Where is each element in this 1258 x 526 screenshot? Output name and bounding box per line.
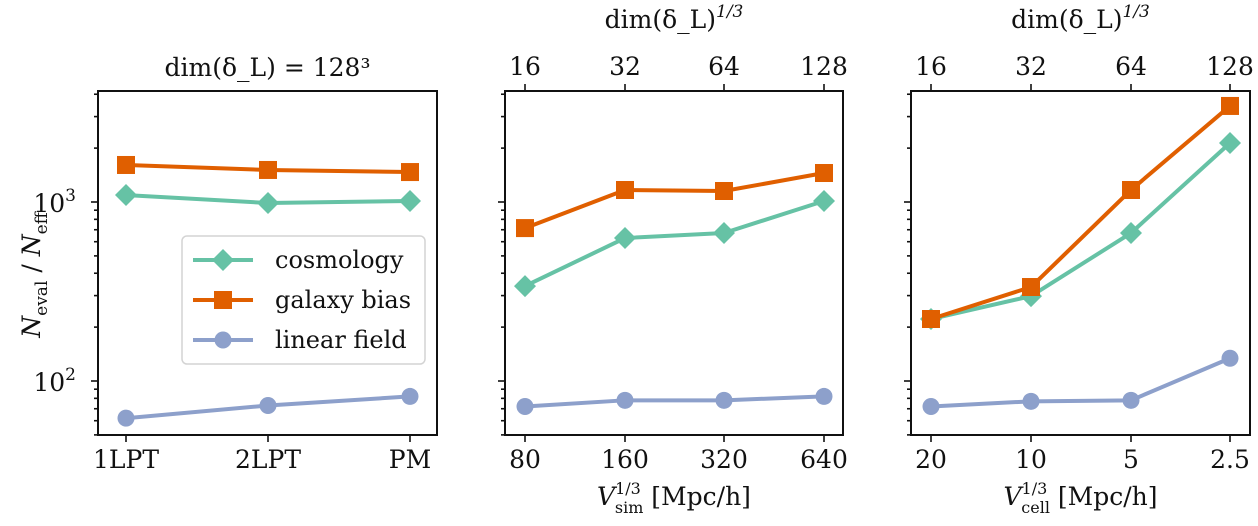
data-point-square <box>922 310 940 329</box>
data-point-square <box>1122 180 1140 199</box>
top-x-tick-label: 32 <box>609 52 641 81</box>
data-point-circle <box>1221 349 1239 367</box>
data-point-diamond <box>399 189 421 212</box>
top-x-tick-label: 64 <box>1115 52 1147 81</box>
plot-frame <box>504 90 844 436</box>
top-axis-title: dim(δ_L)1/3 <box>605 2 744 34</box>
data-point-circle <box>1022 392 1040 410</box>
data-point-square <box>516 219 534 238</box>
top-x-tick-label: 32 <box>1015 52 1047 81</box>
data-point-diamond <box>813 189 835 212</box>
x-tick-label: 20 <box>915 445 947 474</box>
data-point-square <box>401 163 419 182</box>
series-cosmology <box>920 132 1241 331</box>
x-axis-title: V1/3 sim [Mpc/h] <box>597 479 751 517</box>
y-axis-title: Neval / Neff <box>17 210 52 338</box>
series-galaxy-bias <box>922 96 1239 329</box>
legend: cosmology galaxy bias linear field <box>181 235 426 365</box>
x-tick-label: 5 <box>1123 445 1139 474</box>
data-point-circle <box>715 391 733 409</box>
data-point-circle <box>815 387 833 405</box>
x-tick-label: 2.5 <box>1210 445 1250 474</box>
data-point-diamond <box>614 227 636 250</box>
data-point-diamond <box>1120 222 1142 245</box>
top-x-tick-label: 16 <box>509 52 541 81</box>
panel-2: 80 160 320 640 16 32 64 128 dim(δ_L)1/3 V1/3 sim [… <box>498 2 848 517</box>
data-point-square <box>1221 96 1239 115</box>
series-galaxy-bias <box>516 164 833 238</box>
data-point-square <box>616 180 634 199</box>
data-point-circle <box>516 398 534 416</box>
series-cosmology <box>115 184 421 215</box>
x-tick-label: 160 <box>601 445 649 474</box>
data-point-square <box>117 155 135 174</box>
legend-label: linear field <box>275 326 407 354</box>
data-point-square <box>1022 278 1040 297</box>
series-line <box>930 356 1231 409</box>
y-tick-label: 102 <box>33 365 76 397</box>
top-x-tick-label: 128 <box>800 52 848 81</box>
series-cosmology <box>514 189 835 298</box>
top-x-tick-label: 64 <box>708 52 740 81</box>
x-tick-label: 10 <box>1015 445 1047 474</box>
series-line <box>524 394 825 409</box>
data-point-square <box>259 160 277 179</box>
data-point-diamond <box>257 192 279 215</box>
series-linear-field <box>922 349 1239 416</box>
panel-1: 103 102 1LPT 2LPT PM dim(δ_L) = 128³ Neval / N… <box>17 53 438 474</box>
legend-label: cosmology <box>275 246 404 274</box>
top-axis-title: dim(δ_L)1/3 <box>1011 2 1150 34</box>
x-tick-label: 640 <box>800 445 848 474</box>
x-tick-label: 80 <box>509 445 541 474</box>
series-line <box>524 199 825 288</box>
legend-square-marker <box>214 291 232 309</box>
legend-box <box>181 235 426 365</box>
data-point-circle <box>259 396 277 414</box>
data-point-circle <box>117 409 135 427</box>
legend-circle-marker <box>214 331 232 349</box>
panel-title: dim(δ_L) = 128³ <box>165 53 371 82</box>
legend-item: galaxy bias <box>193 286 411 314</box>
legend-item: cosmology <box>193 246 404 274</box>
data-point-diamond <box>514 275 536 298</box>
data-point-square <box>815 164 833 183</box>
data-point-diamond <box>713 222 735 245</box>
data-point-circle <box>401 387 419 405</box>
panel-3: 20 10 5 2.5 16 32 64 128 dim(δ_L)1/3 V1/3 cell [Mp… <box>904 2 1254 517</box>
top-x-tick-label: 16 <box>915 52 947 81</box>
x-tick-label: 1LPT <box>93 445 159 474</box>
legend-diamond-marker <box>212 249 234 271</box>
plot-frame <box>97 90 438 436</box>
series-galaxy-bias <box>117 155 419 182</box>
data-point-square <box>715 182 733 200</box>
data-point-circle <box>1122 391 1140 409</box>
x-tick-label: 2LPT <box>235 445 301 474</box>
x-axis-title: V1/3 cell [Mpc/h] <box>1003 479 1157 517</box>
data-point-circle <box>616 391 634 409</box>
data-point-diamond <box>115 184 137 207</box>
plot-frame <box>910 90 1251 436</box>
legend-item: linear field <box>193 326 407 354</box>
series-line <box>930 104 1232 321</box>
series-line <box>930 141 1232 321</box>
x-tick-label: PM <box>389 445 431 474</box>
series-linear-field <box>516 387 833 416</box>
data-point-diamond <box>1219 132 1241 155</box>
data-point-circle <box>922 398 940 416</box>
legend-label: galaxy bias <box>275 286 411 314</box>
y-tick-label: 103 <box>33 186 76 218</box>
x-tick-label: 320 <box>700 445 748 474</box>
series-linear-field <box>117 387 419 427</box>
top-x-tick-label: 128 <box>1206 52 1254 81</box>
series-line <box>524 171 825 230</box>
